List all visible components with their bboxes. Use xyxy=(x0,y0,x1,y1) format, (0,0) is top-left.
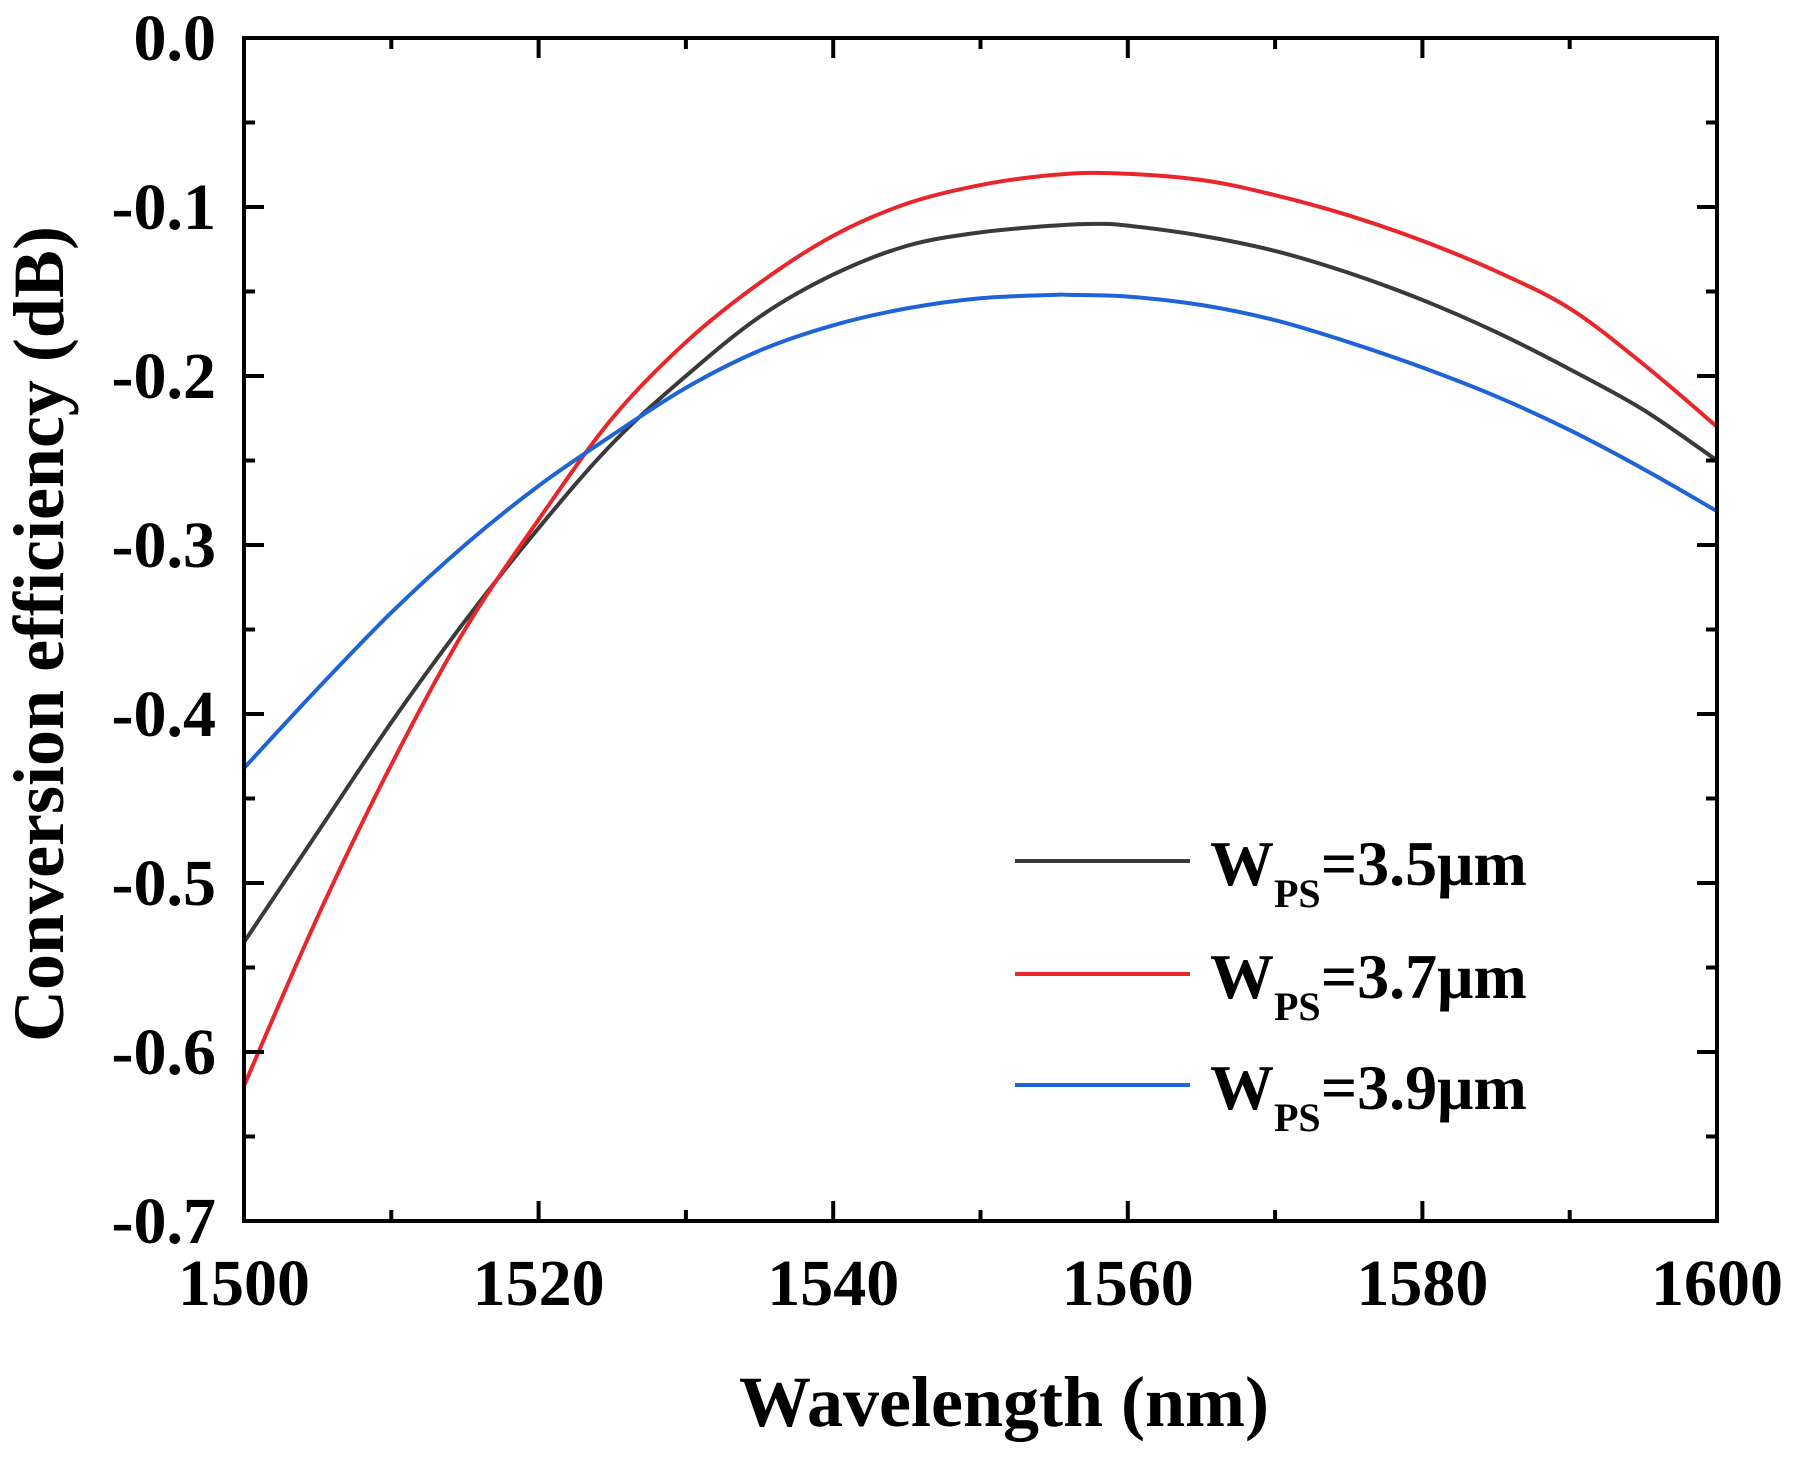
y-tick-label: -0.3 xyxy=(112,509,216,582)
axis-layer: 1500 1520 1540 1560 1580 1600 0.0 -0.1 -0.2 -0.3 -… xyxy=(112,2,1783,1320)
series-line-3 xyxy=(242,292,1718,770)
y-tick-label: -0.5 xyxy=(112,847,216,920)
series-line-2 xyxy=(242,170,1719,1087)
x-tick-label: 1500 xyxy=(178,1247,310,1320)
x-tick-label: 1580 xyxy=(1356,1247,1488,1320)
x-axis-title: Wavelength (nm) xyxy=(739,1362,1269,1442)
y-tick-label: -0.2 xyxy=(112,340,216,413)
y-axis-title: Conversion efficiency (dB) xyxy=(0,226,79,1042)
x-tick-label: 1540 xyxy=(767,1247,899,1320)
legend-label-3: WPS=3.9μm xyxy=(1210,1052,1527,1140)
x-tick-label: 1520 xyxy=(473,1247,605,1320)
x-tick-label: 1600 xyxy=(1651,1247,1783,1320)
x-tick-label: 1560 xyxy=(1062,1247,1194,1320)
series-layer xyxy=(242,170,1719,1087)
y-tick-label: -0.1 xyxy=(112,171,216,244)
y-tick-label: -0.7 xyxy=(112,1185,216,1258)
y-tick-label: 0.0 xyxy=(134,2,217,75)
series-line-1 xyxy=(242,221,1719,944)
legend-label-2: WPS=3.7μm xyxy=(1210,941,1527,1029)
y-tick-label: -0.6 xyxy=(112,1016,216,1089)
y-tick-label: -0.4 xyxy=(112,678,216,751)
legend: WPS=3.5μm WPS=3.7μm WPS=3.9μm xyxy=(1015,828,1527,1140)
legend-label-1: WPS=3.5μm xyxy=(1210,828,1527,916)
